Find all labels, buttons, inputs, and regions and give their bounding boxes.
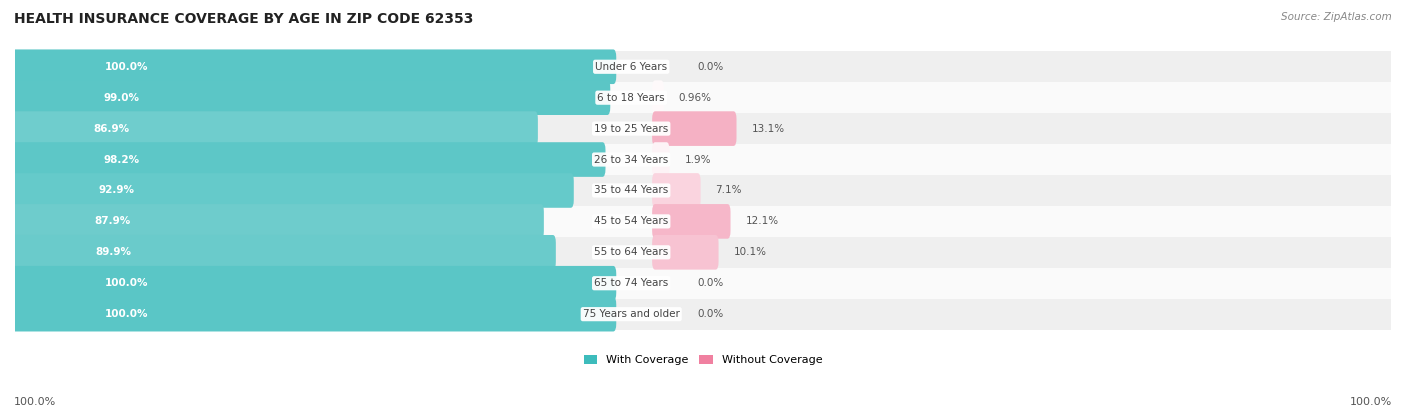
Text: 12.1%: 12.1% [745,216,779,227]
Text: 100.0%: 100.0% [1350,397,1392,407]
Text: 100.0%: 100.0% [104,278,148,288]
Text: 99.0%: 99.0% [104,93,139,103]
Text: Under 6 Years: Under 6 Years [595,62,668,72]
Bar [15,268,1391,299]
FancyBboxPatch shape [13,81,610,115]
FancyBboxPatch shape [13,297,616,332]
FancyBboxPatch shape [13,49,616,84]
Text: 55 to 64 Years: 55 to 64 Years [595,247,668,257]
Text: 65 to 74 Years: 65 to 74 Years [595,278,668,288]
FancyBboxPatch shape [13,266,616,300]
FancyBboxPatch shape [652,111,737,146]
Bar [15,299,1391,330]
Text: 7.1%: 7.1% [716,186,742,195]
Bar [15,51,1391,82]
Bar [15,175,1391,206]
Text: 0.0%: 0.0% [697,278,723,288]
Bar [15,113,1391,144]
Text: 100.0%: 100.0% [14,397,56,407]
FancyBboxPatch shape [13,142,606,177]
Text: 98.2%: 98.2% [103,154,139,164]
FancyBboxPatch shape [13,173,574,208]
Text: HEALTH INSURANCE COVERAGE BY AGE IN ZIP CODE 62353: HEALTH INSURANCE COVERAGE BY AGE IN ZIP … [14,12,474,27]
FancyBboxPatch shape [652,204,731,239]
FancyBboxPatch shape [13,235,555,270]
Text: 19 to 25 Years: 19 to 25 Years [595,124,668,134]
FancyBboxPatch shape [652,173,700,208]
Text: 0.0%: 0.0% [697,62,723,72]
Text: 10.1%: 10.1% [734,247,766,257]
Text: 1.9%: 1.9% [685,154,711,164]
Text: 0.96%: 0.96% [679,93,711,103]
Text: 0.0%: 0.0% [697,309,723,319]
Text: 86.9%: 86.9% [93,124,129,134]
Bar [15,144,1391,175]
Text: 13.1%: 13.1% [751,124,785,134]
Text: 100.0%: 100.0% [104,309,148,319]
FancyBboxPatch shape [652,81,664,115]
Text: 6 to 18 Years: 6 to 18 Years [598,93,665,103]
Bar [15,82,1391,113]
Text: 75 Years and older: 75 Years and older [582,309,679,319]
Text: 35 to 44 Years: 35 to 44 Years [595,186,668,195]
FancyBboxPatch shape [13,204,544,239]
Bar [15,237,1391,268]
FancyBboxPatch shape [652,235,718,270]
Legend: With Coverage, Without Coverage: With Coverage, Without Coverage [579,351,827,370]
Text: 87.9%: 87.9% [94,216,131,227]
FancyBboxPatch shape [13,111,538,146]
FancyBboxPatch shape [652,142,669,177]
Bar [15,206,1391,237]
Text: 26 to 34 Years: 26 to 34 Years [595,154,668,164]
Text: Source: ZipAtlas.com: Source: ZipAtlas.com [1281,12,1392,22]
Text: 92.9%: 92.9% [98,186,135,195]
Text: 45 to 54 Years: 45 to 54 Years [595,216,668,227]
Text: 89.9%: 89.9% [96,247,132,257]
Text: 100.0%: 100.0% [104,62,148,72]
